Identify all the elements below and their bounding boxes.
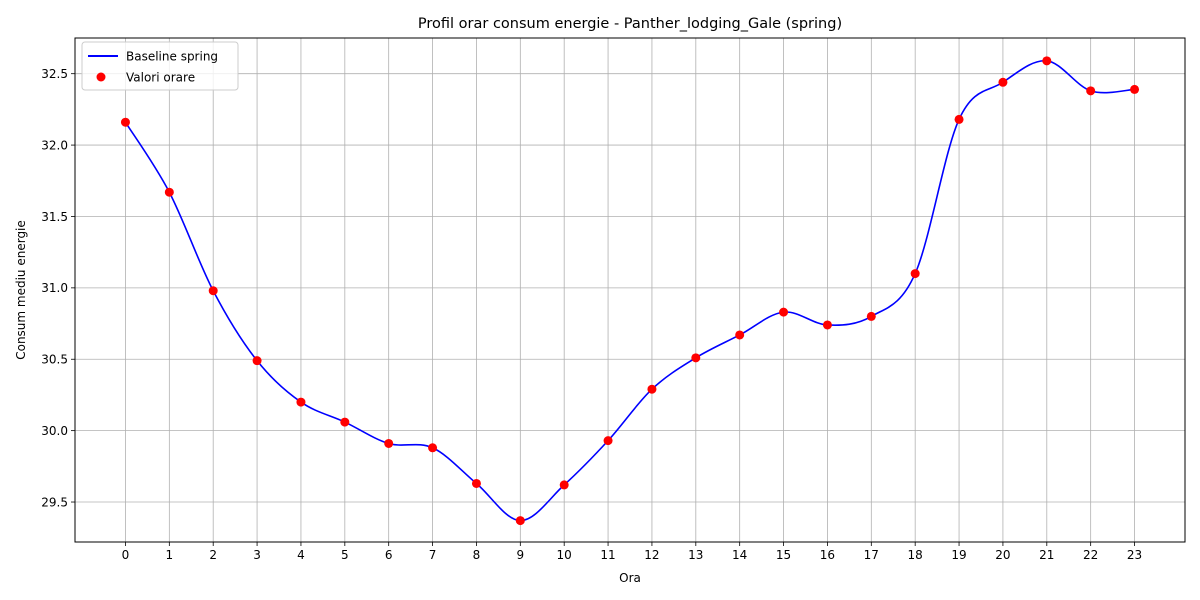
- y-tick-label: 31.5: [41, 210, 68, 224]
- x-tick-label: 8: [473, 548, 481, 562]
- x-tick-label: 3: [253, 548, 261, 562]
- x-tick-label: 23: [1127, 548, 1142, 562]
- data-point: [384, 438, 394, 448]
- y-axis-label: Consum mediu energie: [14, 220, 28, 360]
- y-tick-label: 32.5: [41, 67, 68, 81]
- x-tick-label: 15: [776, 548, 791, 562]
- chart-title: Profil orar consum energie - Panther_lod…: [418, 16, 842, 32]
- legend-label-baseline: Baseline spring: [126, 50, 218, 64]
- x-tick-label: 5: [341, 548, 349, 562]
- x-tick-label: 1: [166, 548, 174, 562]
- x-tick-label: 22: [1083, 548, 1098, 562]
- x-tick-label: 13: [688, 548, 703, 562]
- series-line-group: [124, 60, 1135, 522]
- data-point: [1130, 84, 1140, 94]
- data-point: [822, 320, 832, 330]
- x-tick-label: 2: [209, 548, 217, 562]
- plot-area: [74, 37, 1186, 543]
- series-points-group: [120, 56, 1140, 526]
- data-point: [340, 417, 350, 427]
- data-point: [954, 114, 964, 124]
- data-point: [515, 516, 525, 526]
- data-point: [296, 397, 306, 407]
- legend-point-swatch: [96, 72, 106, 82]
- data-point: [428, 443, 438, 453]
- y-tick-label: 30.0: [41, 424, 68, 438]
- x-tick-label: 11: [600, 548, 615, 562]
- x-tick-label: 7: [429, 548, 437, 562]
- y-axis: 29.5 30.0 30.5 31.0 31.5 32.0 32.5: [41, 67, 75, 509]
- x-axis: 0 1 2 3 4 5 6 7 8 9 10 11 12 13 14 15 16 17 18 19 20 21 22 23: [122, 542, 1142, 562]
- data-point: [1086, 86, 1096, 96]
- data-point: [910, 269, 920, 279]
- y-tick-label: 30.5: [41, 353, 68, 367]
- y-tick-label: 29.5: [41, 495, 68, 509]
- data-point: [603, 436, 613, 446]
- data-point: [866, 311, 876, 321]
- y-tick-label: 32.0: [41, 138, 68, 152]
- legend-box: [81, 41, 239, 91]
- legend-label-points: Valori orare: [126, 71, 195, 85]
- x-tick-label: 21: [1039, 548, 1054, 562]
- data-point: [779, 307, 789, 317]
- data-point: [208, 286, 218, 296]
- x-tick-label: 0: [122, 548, 130, 562]
- x-tick-label: 10: [557, 548, 572, 562]
- data-point: [252, 356, 262, 366]
- data-point: [164, 187, 174, 197]
- data-point: [647, 384, 657, 394]
- x-tick-label: 20: [995, 548, 1010, 562]
- x-tick-label: 18: [908, 548, 923, 562]
- data-point: [735, 330, 745, 340]
- grid-lines: [75, 38, 1185, 542]
- x-tick-label: 17: [864, 548, 879, 562]
- x-tick-label: 16: [820, 548, 835, 562]
- x-tick-label: 12: [644, 548, 659, 562]
- x-tick-label: 9: [516, 548, 524, 562]
- x-tick-label: 14: [732, 548, 747, 562]
- data-point: [471, 478, 481, 488]
- data-point: [691, 353, 701, 363]
- x-tick-label: 19: [951, 548, 966, 562]
- data-point: [120, 117, 130, 127]
- legend: Baseline spring Valori orare: [81, 41, 239, 91]
- y-tick-label: 31.0: [41, 281, 68, 295]
- x-tick-label: 4: [297, 548, 305, 562]
- data-point: [998, 77, 1008, 87]
- x-axis-label: Ora: [619, 571, 641, 585]
- x-tick-label: 6: [385, 548, 393, 562]
- data-point: [559, 480, 569, 490]
- data-point: [1042, 56, 1052, 66]
- series-line-baseline-spring: [124, 60, 1135, 522]
